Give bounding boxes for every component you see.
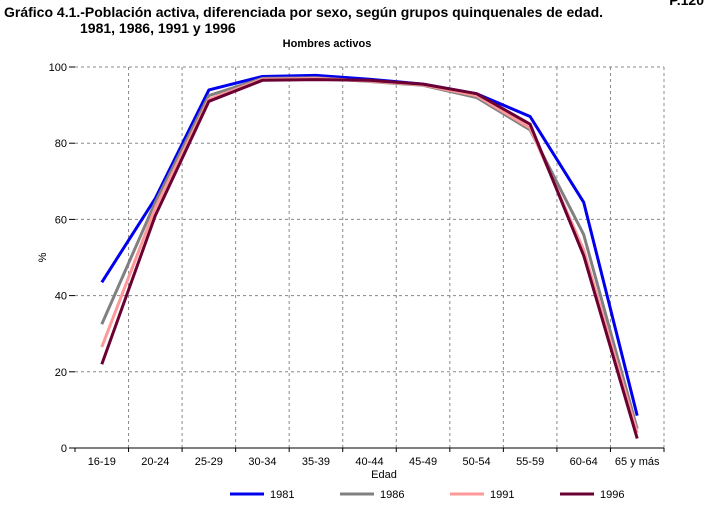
chart-main-title: Gráfico 4.1.-Población activa, diferenci… — [4, 4, 604, 20]
x-tick-label: 45-49 — [409, 456, 437, 468]
grid-lines — [75, 66, 665, 448]
y-tick-label: 80 — [55, 138, 67, 150]
x-axis-label: Edad — [371, 469, 397, 481]
legend: 1981 1986 1991 1996 — [230, 489, 624, 501]
page-number-label: P.120 — [669, 0, 704, 8]
series-line-1981 — [100, 73, 639, 416]
y-axis-ticks: 0 20 40 60 80 100 — [49, 62, 75, 455]
x-tick-label: 20-24 — [141, 456, 169, 468]
x-tick-label: 55-59 — [516, 456, 544, 468]
series-line-1996 — [100, 78, 639, 439]
chart-subtitle: Hombres activos — [283, 38, 372, 50]
y-tick-label: 100 — [49, 62, 67, 74]
x-tick-label: 30-34 — [248, 456, 276, 468]
y-axis-label: % — [37, 252, 49, 262]
legend-label-1996: 1996 — [600, 489, 624, 501]
legend-label-1991: 1991 — [490, 489, 514, 501]
y-tick-label: 60 — [55, 214, 67, 226]
legend-label-1986: 1986 — [380, 489, 404, 501]
x-tick-label: 25-29 — [195, 456, 223, 468]
x-tick-label: 40-44 — [355, 456, 383, 468]
y-tick-label: 40 — [55, 291, 67, 303]
x-tick-label: 50-54 — [463, 456, 491, 468]
series-lines — [100, 73, 639, 439]
x-tick-label: 60-64 — [570, 456, 598, 468]
x-tick-label: 65 y más — [615, 456, 660, 468]
x-tick-label: 35-39 — [302, 456, 330, 468]
legend-label-1981: 1981 — [270, 489, 294, 501]
x-axis-ticks: 16-19 20-24 25-29 30-34 35-39 40-44 45-49 50-54… — [74, 448, 665, 468]
y-tick-label: 0 — [61, 443, 67, 455]
y-tick-label: 20 — [55, 367, 67, 379]
x-tick-label: 16-19 — [88, 456, 116, 468]
chart-main-title-years: 1981, 1986, 1991 y 1996 — [80, 20, 236, 36]
